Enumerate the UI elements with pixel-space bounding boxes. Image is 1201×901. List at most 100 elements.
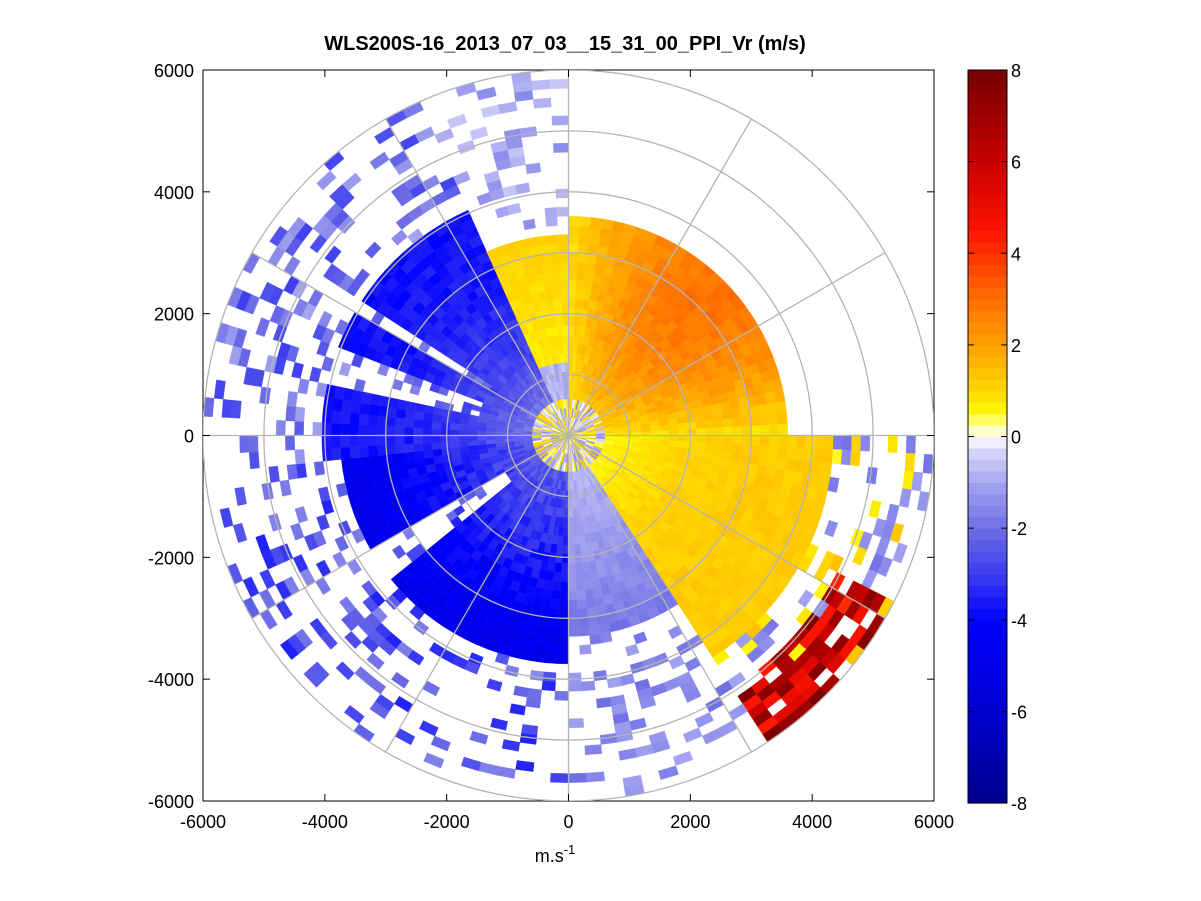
velocity-cell xyxy=(803,460,815,475)
velocity-cell xyxy=(367,435,378,447)
velocity-cell xyxy=(324,245,342,264)
velocity-cell xyxy=(556,654,569,665)
velocity-cell xyxy=(703,412,715,422)
velocity-cell xyxy=(469,730,489,745)
velocity-cell xyxy=(332,398,344,412)
colorbar-swatch xyxy=(968,115,1007,128)
colorbar-swatch xyxy=(968,677,1007,690)
colorbar-swatch xyxy=(968,459,1007,472)
velocity-cell xyxy=(440,421,451,430)
velocity-cell xyxy=(248,451,260,470)
velocity-cell xyxy=(777,446,788,459)
velocity-cell xyxy=(729,399,741,410)
colorbar-swatch xyxy=(968,711,1007,724)
velocity-cell xyxy=(721,451,733,462)
velocity-cell xyxy=(554,298,562,309)
colorbar-swatch xyxy=(968,745,1007,758)
velocity-cell xyxy=(750,444,761,456)
velocity-cell xyxy=(552,580,561,591)
velocity-cell xyxy=(589,633,602,645)
velocity-cell xyxy=(431,442,442,450)
velocity-cell xyxy=(601,218,615,231)
velocity-cell xyxy=(358,424,368,436)
colorbar-swatch xyxy=(968,161,1007,174)
velocity-cell xyxy=(413,450,425,460)
velocity-cell xyxy=(431,421,442,429)
velocity-cell xyxy=(557,234,569,245)
velocity-cell xyxy=(434,399,446,410)
velocity-cell xyxy=(279,639,299,661)
colorbar-swatch xyxy=(968,516,1007,529)
colorbar-tick-label: -8 xyxy=(1011,794,1027,814)
velocity-cell xyxy=(695,421,706,429)
velocity-cell xyxy=(403,435,414,445)
velocity-cell xyxy=(546,635,559,646)
velocity-cell xyxy=(562,316,569,327)
velocity-cell xyxy=(359,456,371,469)
velocity-cell xyxy=(450,446,461,455)
colorbar-swatch xyxy=(968,367,1007,380)
velocity-cell xyxy=(286,391,298,407)
velocity-cell xyxy=(583,579,593,591)
velocity-cell xyxy=(462,401,474,410)
velocity-cell xyxy=(775,457,787,470)
velocity-cell xyxy=(768,413,779,426)
velocity-cell xyxy=(490,717,508,731)
velocity-cell xyxy=(696,435,706,443)
velocity-cell xyxy=(555,188,569,199)
colorbar-swatch xyxy=(968,92,1007,105)
colorbar-swatch xyxy=(968,596,1007,609)
velocity-cell xyxy=(359,402,371,415)
colorbar-swatch xyxy=(968,150,1007,163)
velocity-cell xyxy=(581,680,596,692)
velocity-cell xyxy=(668,655,685,670)
velocity-cell xyxy=(330,422,341,436)
colorbar-tick-label: -2 xyxy=(1011,519,1027,539)
colorbar-swatch xyxy=(968,138,1007,151)
velocity-cell xyxy=(557,626,569,637)
colorbar-swatch xyxy=(968,264,1007,277)
velocity-cell xyxy=(531,79,551,91)
velocity-cell xyxy=(574,544,582,555)
colorbar-swatch xyxy=(968,539,1007,552)
y-tick-label: 6000 xyxy=(154,61,194,81)
velocity-cell xyxy=(536,624,549,636)
velocity-cell xyxy=(827,476,840,493)
colorbar-swatch xyxy=(968,218,1007,231)
velocity-cell xyxy=(312,421,323,436)
velocity-cell xyxy=(563,343,569,354)
velocity-cell xyxy=(562,325,569,336)
velocity-cell xyxy=(285,435,295,451)
x-tick-label: 2000 xyxy=(670,812,710,832)
velocity-cell xyxy=(447,113,467,129)
velocity-cell xyxy=(568,289,577,299)
velocity-cell xyxy=(358,413,369,426)
colorbar-tick-label: -4 xyxy=(1011,611,1027,631)
velocity-cell xyxy=(773,389,786,403)
colorbar-swatch xyxy=(968,436,1007,449)
velocity-cell xyxy=(860,435,871,452)
colorbar-swatch xyxy=(968,608,1007,621)
velocity-cell xyxy=(732,435,743,445)
velocity-cell xyxy=(422,435,432,444)
velocity-cell xyxy=(559,353,565,363)
velocity-cell xyxy=(515,182,531,195)
velocity-cell xyxy=(625,643,640,657)
velocity-cell xyxy=(321,447,333,462)
velocity-cell xyxy=(396,461,408,472)
polar-spoke xyxy=(385,435,570,753)
colorbar-tick-label: 4 xyxy=(1011,244,1021,264)
colorbar-swatch xyxy=(968,528,1007,541)
velocity-cell xyxy=(759,435,770,447)
velocity-cell xyxy=(713,443,724,452)
velocity-cell xyxy=(449,422,460,430)
velocity-cell xyxy=(572,508,578,518)
velocity-cell xyxy=(368,403,380,416)
velocity-cell xyxy=(585,597,596,609)
y-tick-label: -6000 xyxy=(148,792,194,812)
velocity-cell xyxy=(851,435,862,451)
velocity-cell xyxy=(560,289,569,299)
velocity-cell xyxy=(563,526,569,537)
velocity-cell xyxy=(650,430,661,436)
velocity-cell xyxy=(677,422,688,430)
